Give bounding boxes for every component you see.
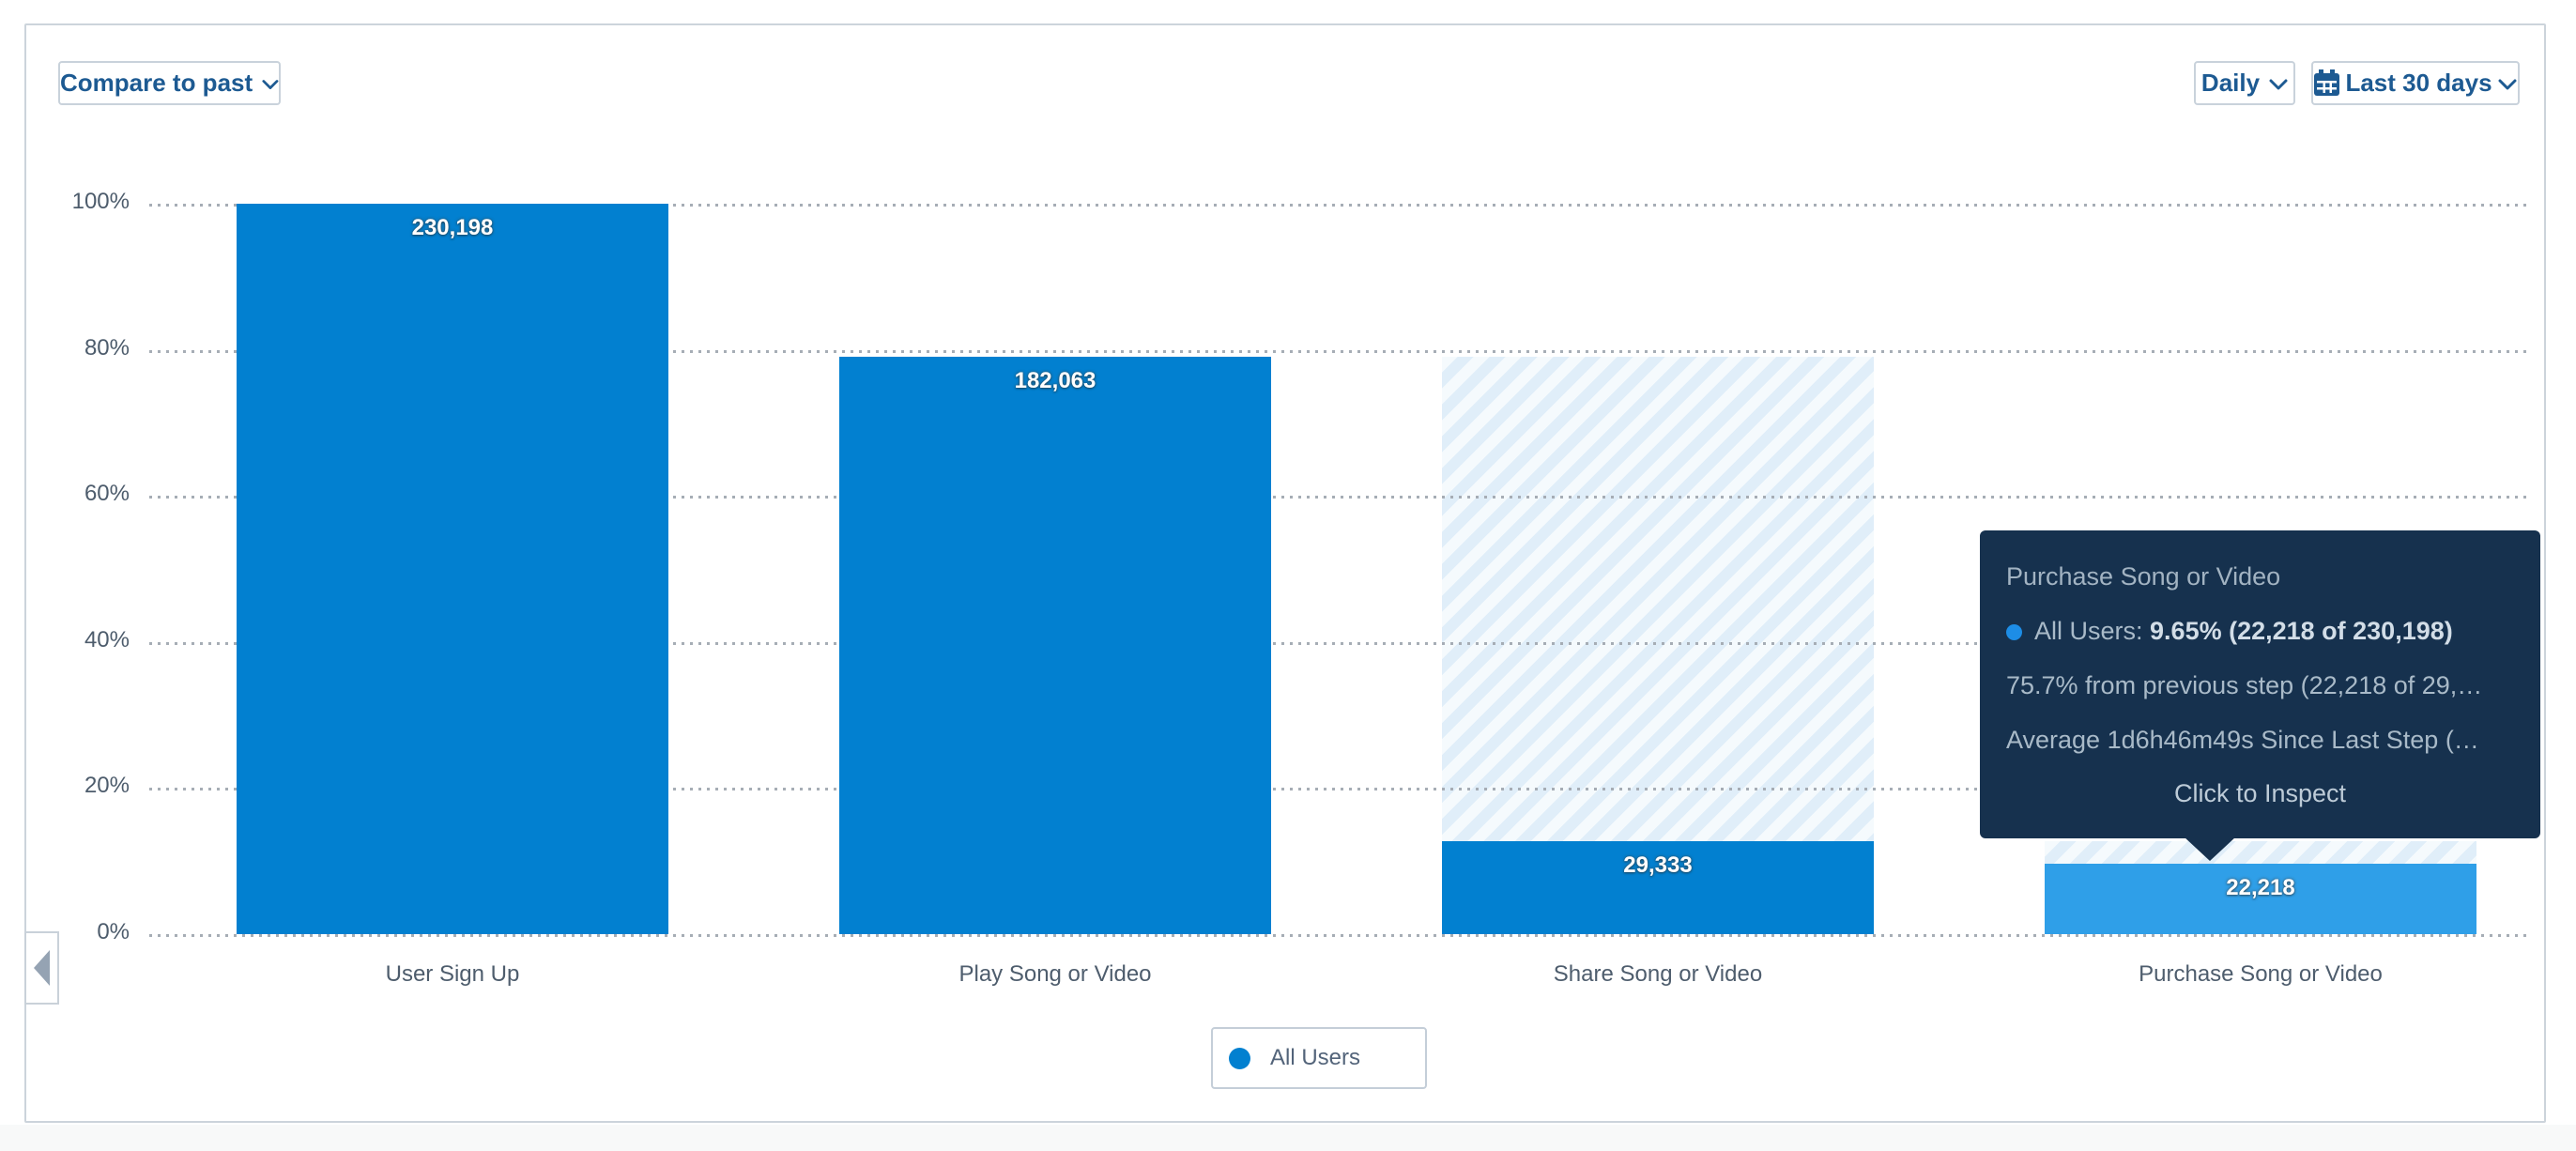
y-axis-tick: 40% xyxy=(84,627,130,652)
tooltip-arrow xyxy=(2184,836,2236,861)
x-axis-label: Purchase Song or Video xyxy=(2139,961,2383,987)
funnel-dropoff-hatch xyxy=(1442,357,1874,841)
bar-value-label: 230,198 xyxy=(411,215,494,240)
date-range-label: Last 30 days xyxy=(2345,69,2492,97)
date-range-button[interactable]: Last 30 days xyxy=(2311,61,2520,105)
funnel-bar-highlighted[interactable]: 22,218 xyxy=(2045,864,2476,934)
tooltip-series-label: All Users: xyxy=(2034,617,2143,645)
tooltip-prev-step-line: 75.7% from previous step (22,218 of 29,… xyxy=(2006,671,2483,699)
funnel-bar[interactable]: 182,063 xyxy=(839,357,1271,934)
chevron-down-icon xyxy=(2498,79,2517,89)
gridline-0 xyxy=(149,934,2529,937)
compare-to-past-label: Compare to past xyxy=(60,69,253,97)
tooltip-series-value: 9.65% (22,218 of 230,198) xyxy=(2150,617,2453,645)
gridline-20 xyxy=(149,788,2529,790)
x-axis-label: Share Song or Video xyxy=(1553,961,1763,987)
tooltip-series-line: All Users: 9.65% (22,218 of 230,198) xyxy=(2006,604,2514,658)
gridline-100 xyxy=(149,204,2529,207)
funnel-column: 230,198 xyxy=(237,204,668,934)
triangle-left-icon xyxy=(34,950,50,986)
funnel-dropoff-hatch xyxy=(2045,841,2476,864)
tooltip-click-to-inspect: Click to Inspect xyxy=(2173,779,2347,807)
y-axis-tick: 60% xyxy=(84,481,130,506)
funnel-chart-panel: Compare to past Daily Last 30 days xyxy=(24,23,2546,1123)
interval-label: Daily xyxy=(2200,69,2261,97)
gridline-60 xyxy=(149,496,2529,499)
legend-dot-icon xyxy=(1229,1047,1250,1069)
gridline-80 xyxy=(149,350,2529,353)
chevron-down-icon xyxy=(262,79,279,89)
compare-to-past-button[interactable]: Compare to past xyxy=(58,61,281,105)
calendar-icon xyxy=(2314,69,2340,96)
funnel-chart: 100% 80% 60% 40% 20% 0% 230,198 182,063 xyxy=(26,25,2544,1121)
funnel-bar[interactable]: 230,198 xyxy=(237,204,668,934)
funnel-column: 182,063 xyxy=(839,204,1271,934)
funnel-column: 29,333 xyxy=(1442,204,1874,934)
chart-tooltip: Purchase Song or Video All Users: 9.65% … xyxy=(1980,530,2540,861)
bar-value-label: 22,218 xyxy=(2226,875,2295,900)
legend-item-all-users[interactable]: All Users xyxy=(1211,1027,1427,1089)
funnel-bar[interactable]: 29,333 xyxy=(1442,841,1874,934)
x-axis-label: Play Song or Video xyxy=(958,961,1152,987)
interval-dropdown-button[interactable]: Daily xyxy=(2194,61,2295,105)
funnel-column: 22,218 xyxy=(2045,204,2476,934)
collapse-panel-button[interactable] xyxy=(24,931,59,1005)
bar-value-label: 29,333 xyxy=(1623,852,1693,878)
chevron-down-icon xyxy=(2269,79,2288,89)
gridline-40 xyxy=(149,642,2529,645)
legend-label: All Users xyxy=(1270,1045,1361,1070)
x-axis-label: User Sign Up xyxy=(385,961,520,987)
tooltip-avg-time-line: Average 1d6h46m49s Since Last Step (… xyxy=(2006,726,2479,754)
bar-value-label: 182,063 xyxy=(1014,368,1096,393)
y-axis-tick: 100% xyxy=(71,189,130,214)
y-axis-tick: 0% xyxy=(97,919,130,944)
tooltip-title: Purchase Song or Video xyxy=(2006,562,2281,591)
y-axis-tick: 20% xyxy=(84,773,130,798)
series-dot-icon xyxy=(2006,624,2022,640)
page-background-strip xyxy=(0,1125,2576,1151)
y-axis-tick: 80% xyxy=(84,335,130,361)
